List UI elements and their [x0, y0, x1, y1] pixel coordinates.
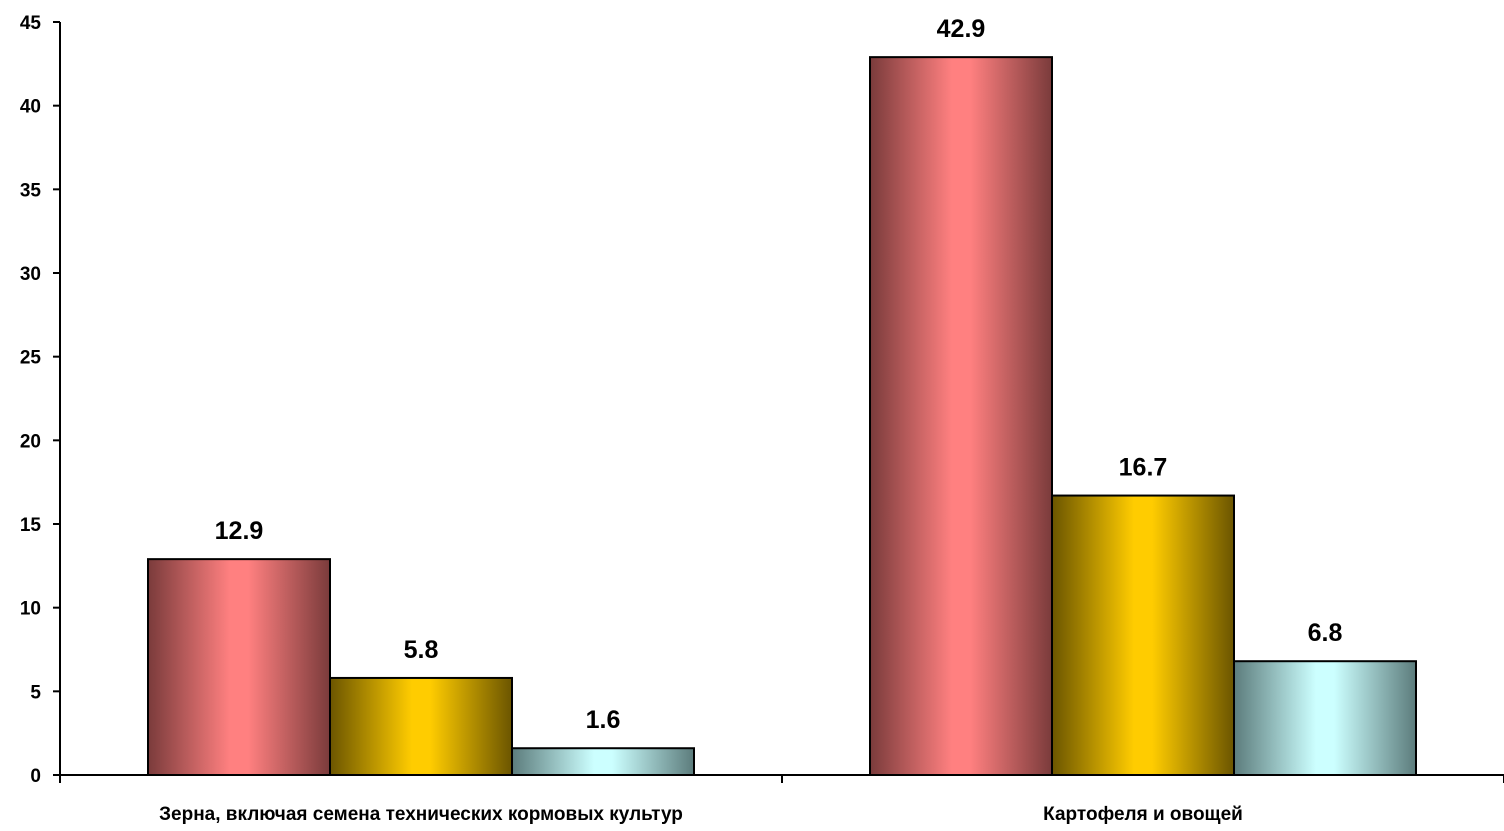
data-label-series-1-potato: 42.9: [937, 15, 986, 43]
y-tick-label: 20: [20, 431, 41, 452]
bar-series-1-potato: [869, 56, 1053, 776]
y-tick-label: 10: [20, 599, 41, 620]
y-tick-label: 35: [20, 180, 42, 201]
y-tick-label: 15: [20, 515, 42, 536]
category-label-1: Зерна, включая семена технических кормов…: [159, 804, 683, 825]
y-tick-label: 45: [20, 13, 42, 34]
bar-series-2-potato: [1051, 494, 1235, 776]
y-tick-label: 25: [20, 348, 42, 369]
bar-series-1-grain: [147, 558, 331, 777]
x-ticks: [59, 775, 1504, 783]
data-labels: 12.9 5.8 1.6 42.9 16.7 6.8: [215, 15, 1343, 734]
data-label-series-1-grain: 12.9: [215, 517, 264, 545]
data-label-series-2-potato: 16.7: [1119, 454, 1168, 482]
bar-series-3-grain: [511, 747, 695, 777]
y-tick-label: 40: [20, 97, 41, 118]
y-tick-label: 5: [30, 682, 41, 703]
bar-series-3-potato: [1233, 660, 1417, 776]
data-label-series-3-potato: 6.8: [1308, 619, 1343, 647]
category-labels: Зерна, включая семена технических кормов…: [159, 804, 1243, 825]
y-tick-label: 30: [20, 264, 41, 285]
y-ticks: 0 5 10 15 20 25 30 35 40 45: [20, 13, 60, 787]
bar-series-2-grain: [329, 676, 513, 776]
y-tick-label: 0: [30, 766, 41, 787]
category-label-2: Картофеля и овощей: [1043, 804, 1243, 825]
data-label-series-3-grain: 1.6: [586, 706, 621, 734]
bars-layer: [147, 56, 1417, 777]
data-label-series-2-grain: 5.8: [404, 636, 439, 664]
